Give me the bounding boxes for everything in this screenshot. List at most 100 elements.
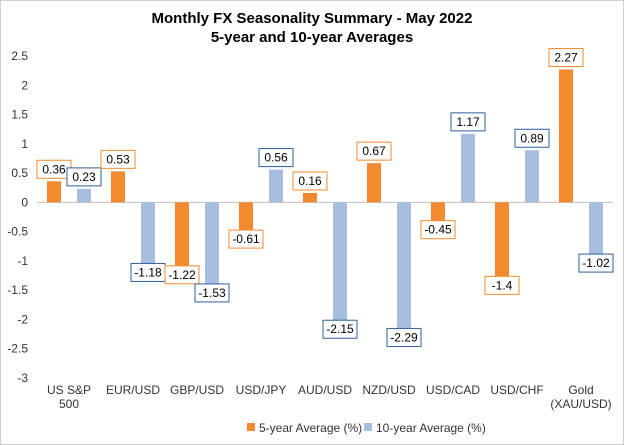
data-label-text: 2.27 [554, 50, 578, 64]
y-tick-label: -2 [17, 312, 28, 326]
y-tick-label: -3 [17, 371, 28, 385]
data-label-text: -1.4 [492, 278, 513, 292]
data-label-box [292, 171, 328, 191]
data-label-text: 0.23 [72, 170, 96, 184]
y-tick-label: 2 [21, 78, 28, 92]
bar-10yr [77, 188, 91, 203]
legend-label: 5-year Average (%) [259, 421, 362, 435]
bar-5yr [303, 192, 317, 203]
data-label-box [258, 148, 294, 168]
bar-10yr [461, 133, 475, 203]
data-label: 0.23 [66, 167, 102, 187]
x-category-label: Gold [568, 383, 593, 397]
x-category-label: NZD/USD [362, 383, 416, 397]
data-label-text: 0.67 [362, 144, 386, 158]
data-label-text: -0.45 [424, 223, 452, 237]
bar-5yr [175, 202, 189, 274]
legend: 5-year Average (%) 10-year Average (%) [247, 421, 486, 435]
data-label: -2.15 [322, 319, 358, 339]
data-label-text: -2.15 [326, 322, 354, 336]
data-label: 0.67 [356, 141, 392, 161]
x-category-label: GBP/USD [170, 383, 224, 397]
data-label-text: 0.53 [106, 152, 130, 166]
y-tick-label: 1.5 [11, 108, 28, 122]
x-category-label: US S&P [47, 383, 91, 397]
data-label-box [322, 319, 358, 339]
data-label-layer: 0.36 0.23 0.53 -1.18 -1.22-1.53 -0.61 0.56 0.16… [36, 47, 614, 347]
y-tick-label: 0.5 [11, 166, 28, 180]
data-label-box [356, 141, 392, 161]
data-label-box [578, 253, 614, 273]
data-label-box [514, 128, 550, 148]
data-label: -0.61 [228, 229, 264, 249]
data-label-text: -1.18 [134, 265, 162, 279]
data-label-text: -2.29 [390, 330, 418, 344]
data-label-box [450, 112, 486, 132]
data-label-box [194, 283, 230, 303]
data-label-text: -1.02 [582, 256, 610, 270]
bar-10yr [205, 202, 219, 292]
data-label-text: -1.22 [168, 268, 196, 282]
data-label: 0.36 [36, 159, 72, 179]
bar-10yr [141, 202, 155, 272]
bar-5yr [559, 69, 573, 203]
data-label: -1.18 [130, 262, 166, 282]
data-label-text: -1.53 [198, 286, 226, 300]
bar-5yr [111, 171, 125, 203]
data-label: -0.45 [420, 220, 456, 240]
data-label: 0.89 [514, 128, 550, 148]
data-label-box [228, 229, 264, 249]
bar-10yr [397, 202, 411, 337]
data-label: -2.29 [386, 327, 422, 347]
data-label-box [66, 167, 102, 187]
data-label: -1.02 [578, 253, 614, 273]
x-category-label: EUR/USD [106, 383, 160, 397]
bar-5yr [239, 202, 253, 239]
bar-5yr [47, 181, 61, 203]
data-label: 0.53 [100, 149, 136, 169]
bar-10yr [525, 150, 539, 203]
x-category-label: (XAU/USD) [550, 397, 611, 411]
data-label-text: 0.16 [298, 174, 322, 188]
data-label: 0.56 [258, 148, 294, 168]
data-label-box [420, 220, 456, 240]
y-tick-label: -0.5 [7, 225, 28, 239]
bar-10yr [333, 202, 347, 329]
data-label-text: -0.61 [232, 232, 260, 246]
data-label: -1.53 [194, 283, 230, 303]
y-tick-label: 0 [21, 195, 28, 209]
data-label: 0.16 [292, 171, 328, 191]
data-label-box [484, 275, 520, 295]
legend-swatch [364, 423, 372, 431]
data-label-text: 0.89 [520, 131, 544, 145]
legend-label: 10-year Average (%) [376, 421, 486, 435]
data-label-text: 0.56 [264, 151, 288, 165]
x-category-label: USD/CAD [426, 383, 480, 397]
data-label: -1.4 [484, 275, 520, 295]
y-tick-label: -2.5 [7, 342, 28, 356]
y-tick-label: 2.5 [11, 49, 28, 63]
bar-layer [47, 69, 603, 337]
bar-5yr [495, 202, 509, 285]
y-tick-label: -1.5 [7, 283, 28, 297]
bar-10yr [589, 202, 603, 263]
y-tick-label: -1 [17, 254, 28, 268]
data-label: 1.17 [450, 112, 486, 132]
chart-title: Monthly FX Seasonality Summary - May 202… [151, 10, 473, 27]
data-label-text: 1.17 [456, 115, 480, 129]
y-tick-label: 1 [21, 137, 28, 151]
data-label-box [164, 265, 200, 285]
data-label-box [548, 47, 584, 67]
x-category-label: USD/CHF [490, 383, 543, 397]
data-label: -1.22 [164, 265, 200, 285]
legend-swatch [247, 423, 255, 431]
data-label-box [386, 327, 422, 347]
chart-subtitle: 5-year and 10-year Averages [210, 29, 414, 46]
x-category-label: USD/JPY [236, 383, 287, 397]
x-category-label: 500 [59, 397, 79, 411]
bar-5yr [367, 163, 381, 203]
data-label-box [100, 149, 136, 169]
